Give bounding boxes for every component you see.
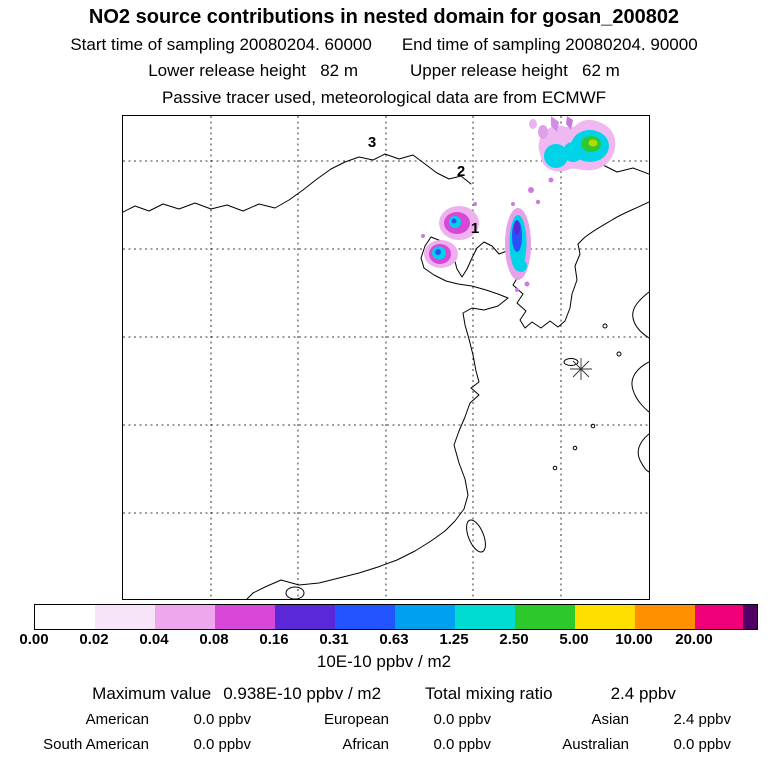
plume-blob-c	[439, 206, 479, 240]
contribution-value: 0.0 ppbv	[193, 711, 251, 728]
colorbar-tick-label: 0.08	[199, 631, 229, 648]
end-time-text: End time of sampling 20080204. 90000	[401, 35, 698, 54]
colorbar-segment	[35, 605, 95, 629]
tracer-info-line: Passive tracer used, meteorological data…	[0, 88, 768, 108]
contribution-value: 0.0 ppbv	[193, 736, 251, 753]
total-ratio-value: 2.4 ppbv	[610, 684, 676, 703]
tracer-info-text: Passive tracer used, meteorological data…	[161, 88, 607, 107]
colorbar-tick-label: 1.25	[439, 631, 469, 648]
colorbar-segment	[515, 605, 575, 629]
contribution-asian: Asian 2.4 ppbv	[517, 711, 731, 728]
coastlines	[123, 153, 649, 599]
cluster-label-1: 1	[471, 220, 479, 237]
release-heights-line: Lower release height 82 m Upper release …	[0, 61, 768, 81]
contribution-value: 0.0 ppbv	[673, 736, 731, 753]
map-plot: 1 2 3	[122, 115, 650, 600]
colorbar	[34, 604, 758, 630]
plume-blob-d	[424, 240, 458, 268]
colorbar-tick-label: 0.63	[379, 631, 409, 648]
grid-lines	[123, 116, 649, 599]
plume-blob-a	[529, 116, 616, 172]
contribution-region: South American	[43, 736, 149, 753]
contribution-region: Australian	[562, 736, 629, 753]
stats-line: Maximum value 0.938E-10 ppbv / m2 Total …	[0, 684, 768, 704]
colorbar-tick-label: 2.50	[499, 631, 529, 648]
colorbar-tick-label: 0.02	[79, 631, 109, 648]
colorbar-tick-label: 5.00	[559, 631, 589, 648]
receptor-star-icon	[570, 358, 592, 380]
contribution-region: Asian	[591, 711, 629, 728]
colorbar-tick-label: 0.16	[259, 631, 289, 648]
contribution-australian: Australian 0.0 ppbv	[517, 736, 731, 753]
colorbar-segment	[95, 605, 155, 629]
colorbar-labels: 0.00 0.02 0.04 0.08 0.16 0.31 0.63 1.25 2.50 5.00…	[19, 631, 756, 649]
colorbar-segment	[455, 605, 515, 629]
lower-release-text: Lower release height 82 m	[148, 61, 358, 80]
colorbar-segment	[695, 605, 743, 629]
sampling-times-line: Start time of sampling 20080204. 60000 E…	[0, 35, 768, 55]
colorbar-tick-label: 0.04	[139, 631, 169, 648]
contribution-african: African 0.0 ppbv	[277, 736, 491, 753]
colorbar-tick-label: 10.00	[615, 631, 653, 648]
contribution-row-2: South American 0.0 ppbv African 0.0 ppbv…	[0, 736, 768, 753]
start-time-text: Start time of sampling 20080204. 60000	[70, 35, 372, 54]
cluster-label-3: 3	[368, 134, 376, 151]
colorbar-segment	[395, 605, 455, 629]
colorbar-tick-label: 0.00	[19, 631, 49, 648]
contribution-value: 2.4 ppbv	[673, 711, 731, 728]
upper-release-text: Upper release height 62 m	[410, 61, 620, 80]
colorbar-segment	[215, 605, 275, 629]
page-title: NO2 source contributions in nested domai…	[88, 6, 680, 28]
max-value: 0.938E-10 ppbv / m2	[223, 684, 382, 703]
contribution-region: European	[323, 711, 389, 728]
plume-overlay	[421, 116, 616, 292]
plume-blob-b	[505, 208, 531, 280]
contribution-row-1: American 0.0 ppbv European 0.0 ppbv Asia…	[0, 711, 768, 728]
cluster-label-2: 2	[457, 163, 465, 180]
contribution-region: African	[342, 736, 389, 753]
colorbar-segment	[575, 605, 635, 629]
contribution-value: 0.0 ppbv	[433, 736, 491, 753]
colorbar-segment	[635, 605, 695, 629]
colorbar-tick-label: 0.31	[319, 631, 349, 648]
colorbar-segment	[155, 605, 215, 629]
contribution-value: 0.0 ppbv	[433, 711, 491, 728]
contribution-american: American 0.0 ppbv	[37, 711, 251, 728]
contribution-region: American	[85, 711, 149, 728]
colorbar-segment	[743, 605, 757, 629]
contribution-south-american: South American 0.0 ppbv	[37, 736, 251, 753]
contribution-european: European 0.0 ppbv	[277, 711, 491, 728]
colorbar-tick-label: 20.00	[675, 631, 713, 648]
total-ratio-label: Total mixing ratio	[425, 684, 553, 703]
max-value-label: Maximum value	[92, 684, 212, 703]
colorbar-segment	[335, 605, 395, 629]
colorbar-segment	[275, 605, 335, 629]
colorbar-units: 10E-10 ppbv / m2	[316, 652, 452, 671]
